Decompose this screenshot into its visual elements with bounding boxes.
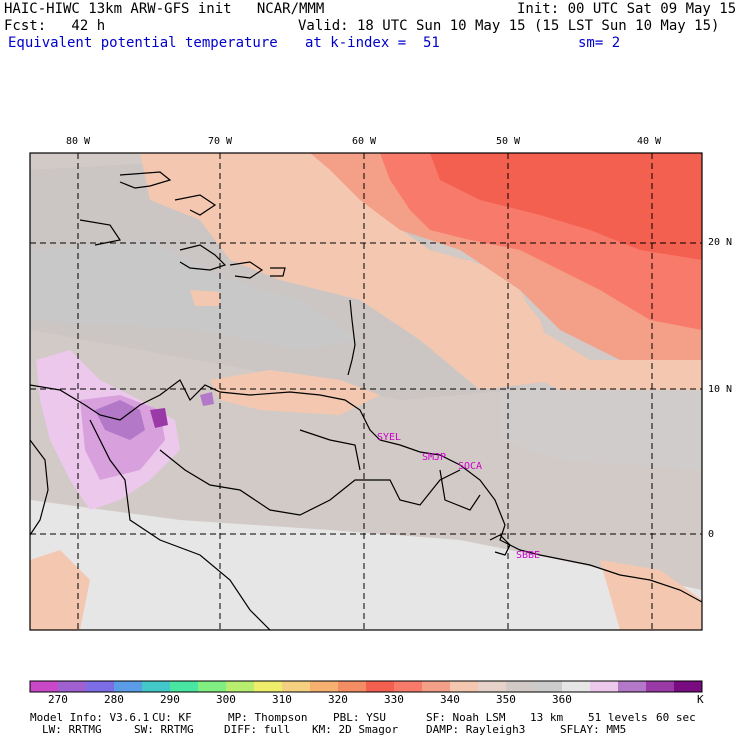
cbar-label-270: 270 <box>48 693 68 706</box>
cbar-label-330: 330 <box>384 693 404 706</box>
footer-levels: 51 levels <box>588 711 648 724</box>
cbar-label-320: 320 <box>328 693 348 706</box>
level-index: at k-index = 51 <box>305 35 440 51</box>
colorbar-segment <box>646 681 675 692</box>
colorbar-segment <box>170 681 199 692</box>
lon-label-70w: 70 W <box>208 136 233 147</box>
cbar-label-350: 350 <box>496 693 516 706</box>
colorbar-segment <box>310 681 339 692</box>
footer-sw: SW: RRTMG <box>134 723 194 736</box>
footer-km: KM: 2D Smagor <box>312 723 399 736</box>
init-time: Init: 00 UTC Sat 09 May 15 <box>517 1 737 17</box>
footer-pbl: PBL: YSU <box>333 711 386 724</box>
cbar-unit: K <box>697 693 704 706</box>
cbar-label-360: 360 <box>552 693 572 706</box>
lat-label-20n: 20 N <box>708 237 733 248</box>
colorbar-segment <box>86 681 115 692</box>
valid-time: Valid: 18 UTC Sun 10 May 15 (15 LST Sun … <box>298 18 720 34</box>
colorbar-segment <box>142 681 171 692</box>
colorbar-segment <box>338 681 367 692</box>
lon-label-50w: 50 W <box>496 136 521 147</box>
model-title: HAIC-HIWC 13km ARW-GFS init NCAR/MMM <box>4 1 325 17</box>
forecast-hour: Fcst: 42 h <box>4 18 106 34</box>
colorbar <box>30 681 703 692</box>
station-smjp: SMJP <box>422 452 447 463</box>
colorbar-segment <box>30 681 59 692</box>
colorbar-segment <box>674 681 703 692</box>
colorbar-segment <box>506 681 535 692</box>
cbar-label-280: 280 <box>104 693 124 706</box>
field-shading <box>30 153 702 630</box>
colorbar-segment <box>590 681 619 692</box>
colorbar-segment <box>618 681 647 692</box>
station-soca: SOCA <box>458 461 483 472</box>
cbar-label-340: 340 <box>440 693 460 706</box>
footer-mp: MP: Thompson <box>228 711 308 724</box>
map-frame <box>29 152 703 631</box>
lon-label-80w: 80 W <box>66 136 91 147</box>
station-syel: SYEL <box>377 432 402 443</box>
lat-label-0: 0 <box>708 529 715 540</box>
station-sbbe: SBBE <box>516 550 541 561</box>
cbar-label-300: 300 <box>216 693 236 706</box>
footer-model-info: Model Info: V3.6.1 <box>30 711 150 724</box>
colorbar-segment <box>394 681 423 692</box>
footer-damp: DAMP: Rayleigh3 <box>426 723 526 736</box>
colorbar-segment <box>534 681 563 692</box>
footer-timestep: 60 sec <box>656 711 696 724</box>
footer-resolution: 13 km <box>530 711 564 724</box>
cbar-label-290: 290 <box>160 693 180 706</box>
footer-sf: SF: Noah LSM <box>426 711 506 724</box>
colorbar-segment <box>226 681 255 692</box>
colorbar-segment <box>562 681 591 692</box>
colorbar-segment <box>198 681 227 692</box>
footer-sflay: SFLAY: MM5 <box>560 723 627 736</box>
colorbar-segment <box>478 681 507 692</box>
colorbar-segment <box>254 681 283 692</box>
colorbar-segment <box>282 681 311 692</box>
cbar-label-310: 310 <box>272 693 292 706</box>
colorbar-segment <box>422 681 451 692</box>
colorbar-segment <box>58 681 87 692</box>
graticule <box>30 153 702 630</box>
colorbar-segment <box>366 681 395 692</box>
colorbar-frame <box>29 680 703 693</box>
lon-label-40w: 40 W <box>637 136 662 147</box>
coastlines <box>30 171 702 630</box>
footer-cu: CU: KF <box>152 711 192 724</box>
colorbar-segment <box>450 681 479 692</box>
lat-label-10n: 10 N <box>708 384 733 395</box>
smoothing-value: sm= 2 <box>578 35 621 51</box>
colorbar-segment <box>114 681 143 692</box>
lon-label-60w: 60 W <box>352 136 377 147</box>
field-name: Equivalent potential temperature <box>8 35 278 51</box>
footer-diff: DIFF: full <box>224 723 291 736</box>
footer-lw: LW: RRTMG <box>42 723 102 736</box>
